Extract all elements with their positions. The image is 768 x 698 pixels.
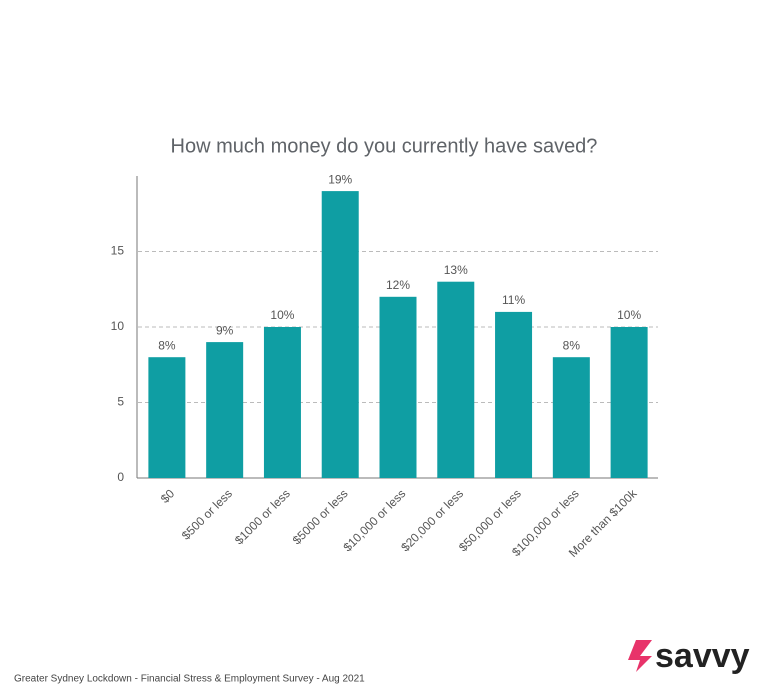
bar	[552, 357, 590, 478]
logo-mark	[628, 640, 652, 672]
value-label: 12%	[386, 278, 410, 292]
footer: Greater Sydney Lockdown - Financial Stre…	[14, 674, 365, 685]
bar	[495, 311, 533, 478]
y-tick-label: 10	[111, 319, 125, 333]
bar	[321, 191, 359, 478]
bar	[148, 357, 186, 478]
value-label: 8%	[563, 338, 581, 352]
y-tick-label: 15	[111, 244, 125, 258]
value-label: 10%	[270, 308, 294, 322]
value-label: 9%	[216, 323, 234, 337]
logo-icon	[628, 640, 652, 672]
bar	[610, 327, 648, 478]
y-tick-label: 5	[117, 395, 124, 409]
bar	[379, 296, 417, 478]
value-label: 11%	[502, 293, 525, 307]
x-tick-label: $500 or less	[179, 486, 235, 542]
x-tick-label: $5000 or less	[290, 486, 351, 547]
bar	[437, 281, 475, 478]
chart-title: How much money do you currently have sav…	[171, 135, 598, 157]
value-label: 10%	[617, 308, 641, 322]
y-tick-label: 0	[117, 470, 124, 484]
value-label: 8%	[158, 338, 176, 352]
logo: savvy	[655, 637, 750, 675]
bar	[263, 327, 301, 478]
bar	[206, 342, 244, 478]
x-tick-label: $1000 or less	[232, 486, 293, 547]
value-label: 19%	[328, 172, 352, 186]
x-tick-label: $0	[158, 486, 178, 506]
value-label: 13%	[444, 263, 468, 277]
